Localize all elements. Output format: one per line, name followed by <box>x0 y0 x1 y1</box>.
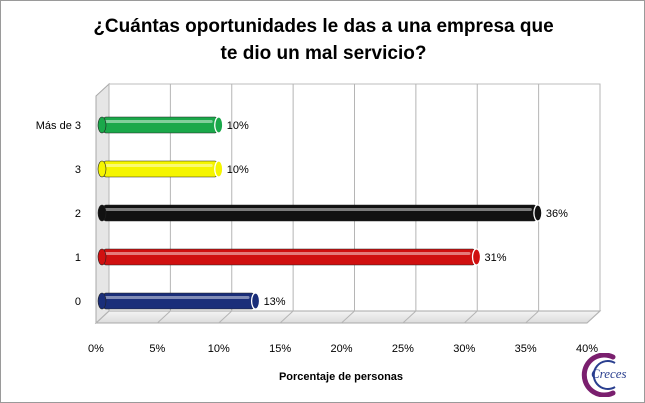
creces-logo <box>581 353 616 397</box>
bar-end-cap <box>533 204 543 222</box>
y-tick-label: 1 <box>75 252 81 264</box>
x-tick-label: 20% <box>330 343 352 355</box>
gridline <box>95 84 110 324</box>
data-label: 10% <box>227 164 249 176</box>
bar-start-cap <box>97 116 107 134</box>
bar-highlight <box>104 164 213 167</box>
data-label: 10% <box>227 120 249 132</box>
gridline <box>157 84 171 324</box>
data-label: 36% <box>546 208 568 220</box>
bar-highlight <box>104 296 250 299</box>
bar-layer <box>97 116 543 310</box>
bar-start-cap <box>97 160 107 178</box>
x-tick-label: 0% <box>88 343 104 355</box>
bar-end-cap <box>214 116 224 134</box>
bar-start-cap <box>97 292 107 310</box>
data-label: 13% <box>264 296 286 308</box>
bar-start-cap <box>97 248 107 266</box>
gridline <box>341 84 355 324</box>
gridline <box>279 84 294 324</box>
bar-highlight <box>104 252 471 255</box>
chart-title-line-1: ¿Cuántas oportunidades le das a una empr… <box>93 16 554 37</box>
x-tick-label: 35% <box>515 343 537 355</box>
label-layer: 0% 5% 10% 15% 20% 25% 30% 35% 40% 0 13% 1 31% 2 36% 3 10… <box>36 120 598 355</box>
bar <box>101 248 477 266</box>
x-tick-label: 10% <box>208 343 230 355</box>
x-tick-label: 15% <box>269 343 291 355</box>
gridline <box>402 84 417 324</box>
gridline <box>218 84 233 324</box>
y-tick-label: Más de 3 <box>36 120 81 132</box>
chart-title: ¿Cuántas oportunidades le das a una empr… <box>1 13 644 67</box>
bar-end-cap <box>471 248 482 266</box>
y-tick-label: 3 <box>75 164 81 176</box>
x-axis-title: Porcentaje de personas <box>279 371 403 383</box>
bar <box>101 204 539 222</box>
x-tick-label: 30% <box>453 343 475 355</box>
x-tick-label: 25% <box>392 343 414 355</box>
bar-end-cap <box>250 292 261 310</box>
creces-logo-text: Creces <box>591 366 627 381</box>
gridline <box>525 84 540 324</box>
bar <box>101 292 256 310</box>
y-tick-label: 0 <box>75 296 81 308</box>
gridline <box>586 84 601 324</box>
bar-end-cap <box>214 160 224 178</box>
x-tick-label: 5% <box>149 343 165 355</box>
bar <box>101 160 220 178</box>
gridline <box>463 84 478 324</box>
bar-highlight <box>104 120 213 123</box>
bar <box>101 116 220 134</box>
data-label: 31% <box>485 252 507 264</box>
bar-highlight <box>104 208 532 211</box>
y-tick-label: 2 <box>75 208 81 220</box>
chart-title-line-2: te dio un mal servicio? <box>220 43 427 64</box>
x-tick-label: 40% <box>576 343 598 355</box>
bar-start-cap <box>97 204 107 222</box>
